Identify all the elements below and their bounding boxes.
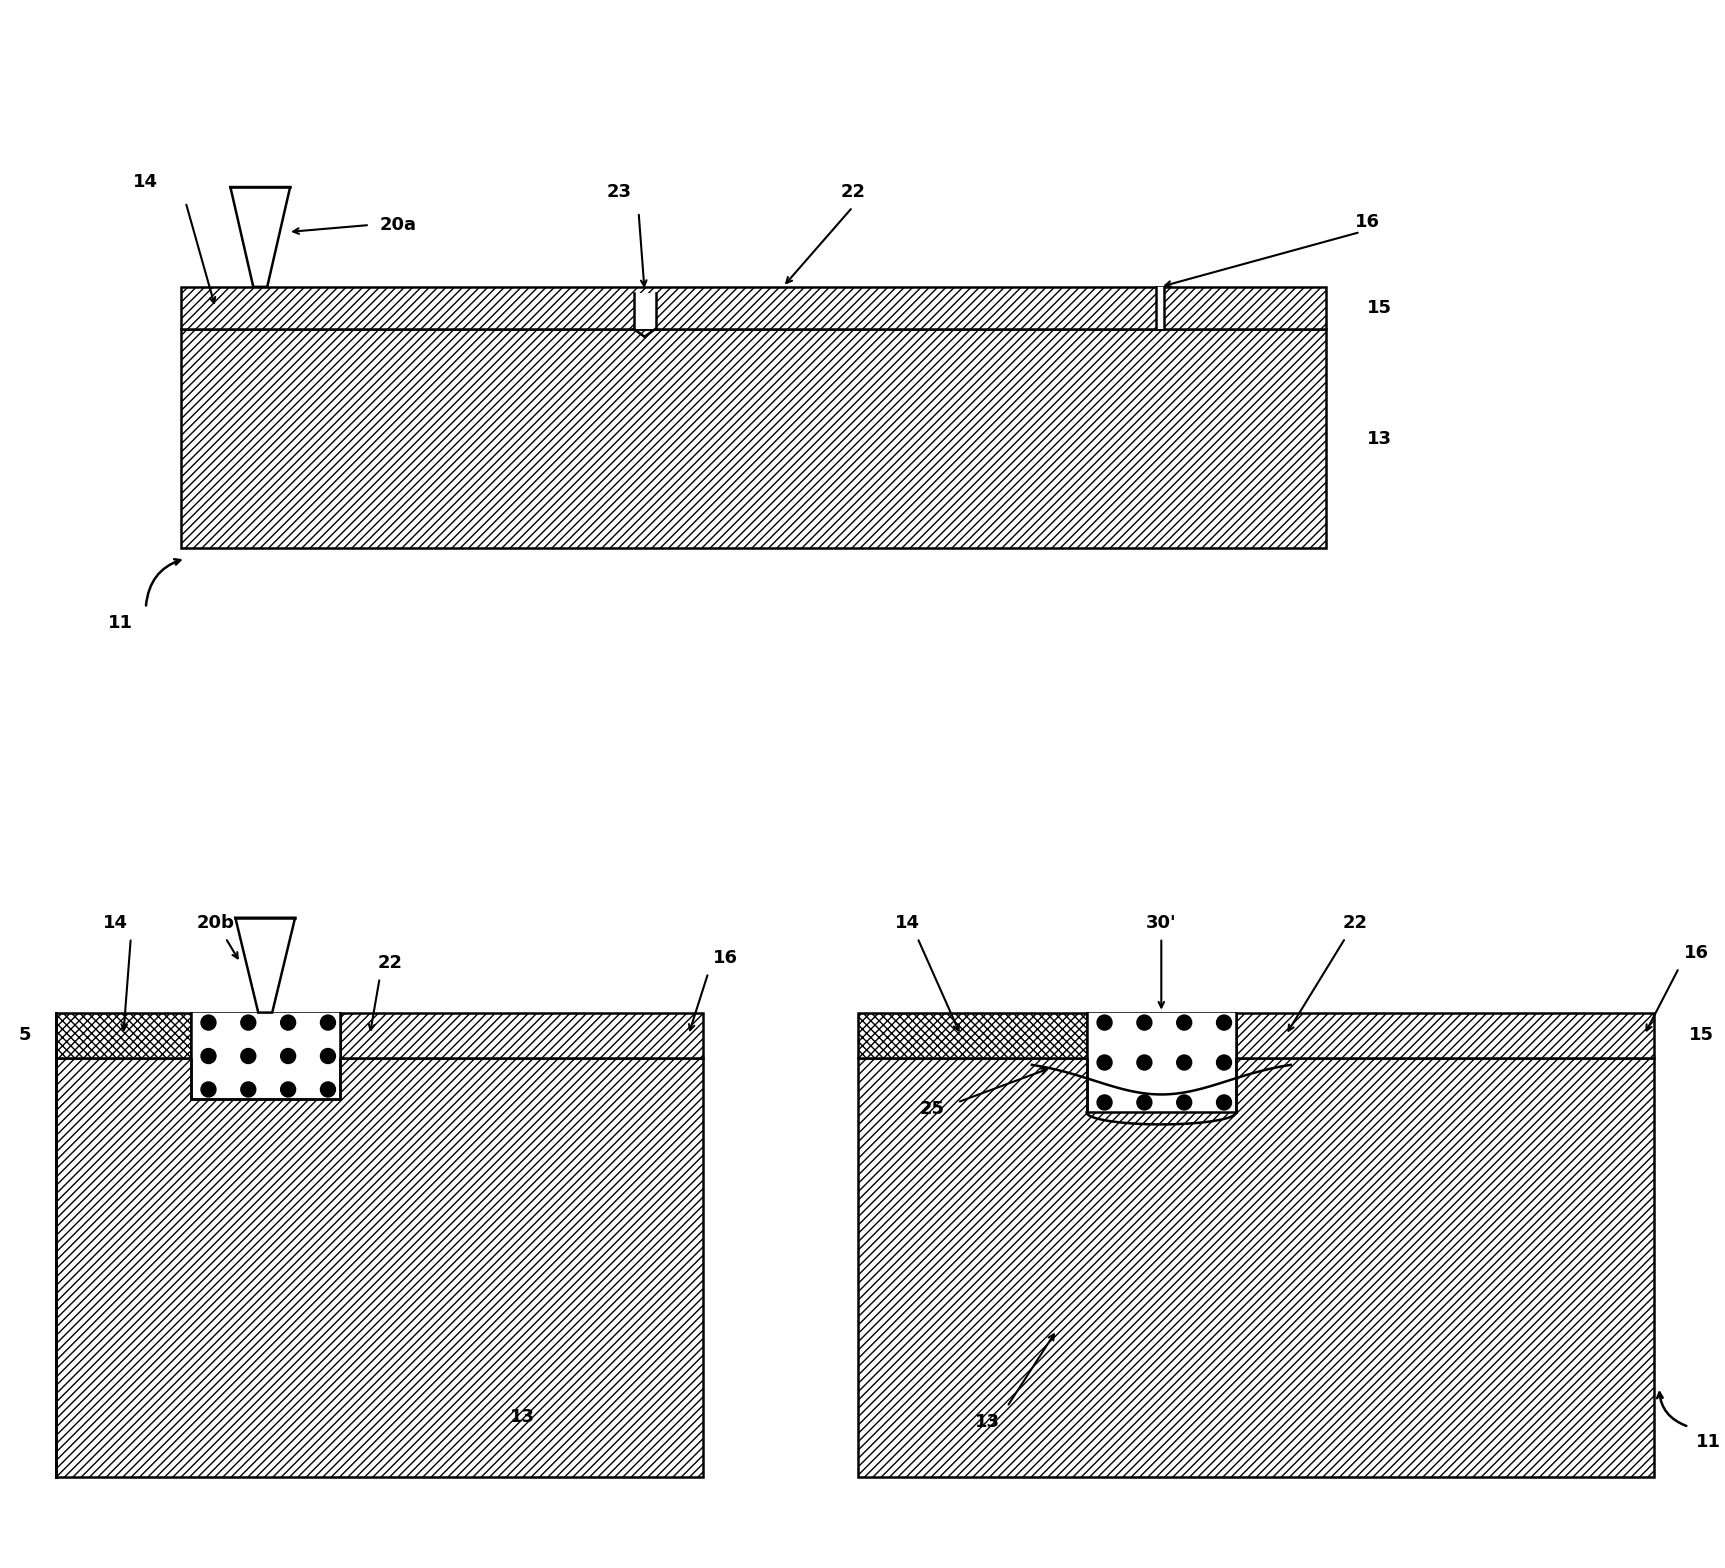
Circle shape [202,1082,216,1098]
Bar [340,1013,704,1057]
Circle shape [242,1082,255,1098]
Text: 20b: 20b [197,914,235,931]
Bar [181,287,1325,329]
Circle shape [202,1014,216,1030]
Circle shape [1176,1014,1192,1030]
Circle shape [1137,1094,1152,1110]
Text: 15: 15 [1689,1025,1715,1044]
Bar [633,293,656,329]
Text: 16: 16 [712,949,738,967]
Circle shape [202,1049,216,1063]
Circle shape [1216,1014,1232,1030]
Text: 16: 16 [1354,213,1380,230]
Circle shape [242,1014,255,1030]
Circle shape [281,1049,295,1063]
Text: 5: 5 [19,1025,31,1044]
Polygon shape [235,917,295,1013]
Text: 15: 15 [1368,299,1392,317]
Text: 14: 14 [104,914,128,931]
Circle shape [321,1082,335,1098]
Circle shape [281,1082,295,1098]
Bar [190,1013,340,1057]
Text: 22: 22 [378,953,402,972]
Text: 20a: 20a [380,216,417,234]
Bar [1156,287,1164,329]
Text: 14: 14 [895,914,919,931]
Bar [57,1057,704,1477]
Circle shape [281,1014,295,1030]
Text: 22: 22 [1344,914,1368,931]
Text: 30': 30' [1145,914,1176,931]
Text: 13: 13 [1368,430,1392,447]
Circle shape [1097,1055,1113,1069]
Text: 16: 16 [1684,944,1709,961]
Bar [1237,1013,1654,1057]
Bar [857,1057,1654,1477]
Bar [1087,1013,1237,1112]
Polygon shape [231,187,290,287]
Circle shape [1216,1094,1232,1110]
Circle shape [1097,1014,1113,1030]
Bar [181,329,1325,549]
Text: 11: 11 [1696,1433,1722,1450]
Text: 25: 25 [919,1101,945,1118]
Circle shape [1176,1055,1192,1069]
Text: 23: 23 [605,183,631,201]
Bar [1087,1013,1237,1057]
Circle shape [1137,1055,1152,1069]
Circle shape [1216,1055,1232,1069]
Circle shape [1097,1094,1113,1110]
Bar [57,1013,190,1057]
Text: 14: 14 [133,172,159,191]
Text: 11: 11 [109,615,133,632]
Bar [857,1013,1087,1057]
Circle shape [321,1049,335,1063]
Text: 13: 13 [509,1408,535,1425]
Bar [190,1013,340,1099]
Circle shape [321,1014,335,1030]
Circle shape [1176,1094,1192,1110]
Circle shape [1137,1014,1152,1030]
Circle shape [242,1049,255,1063]
Text: 13: 13 [975,1413,999,1432]
Text: 22: 22 [840,183,866,201]
